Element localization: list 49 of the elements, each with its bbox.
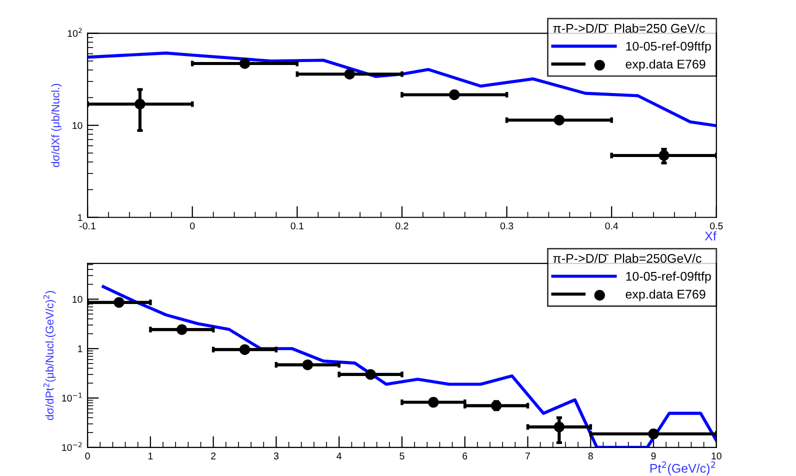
point [365, 369, 376, 380]
x-tick-label: 0.5 [710, 222, 723, 230]
x-tick-label: 6 [462, 452, 468, 460]
x-tick-label: 3 [274, 452, 278, 460]
point [658, 150, 670, 161]
legend-title: π-P->D/D̄ Plab=250 GeV/c [553, 24, 705, 33]
legend-label: 10-05-ref-09ftfp [626, 42, 711, 54]
legend-label: exp.data E769 [626, 59, 706, 72]
line-series [102, 285, 716, 448]
point [449, 89, 460, 100]
point [239, 344, 250, 355]
x-tick-label: 0 [85, 452, 90, 460]
x-tick-label: 2 [211, 452, 216, 460]
x-tick-label: 0.3 [500, 222, 514, 230]
legend-label: exp.data E769 [626, 289, 706, 302]
x-tick-label: 5 [400, 452, 404, 460]
x-tick-label: 9 [651, 452, 656, 460]
x-tick-label: 8 [588, 452, 593, 460]
x-tick-label: 1 [148, 452, 153, 460]
point [554, 422, 565, 432]
point [239, 58, 250, 69]
y-axis-title: dσ/dPt$^{2}$(μb/Nucl.(GeV/c)$^{2}$) [43, 291, 56, 420]
x-tick-label: 7 [526, 452, 530, 460]
point [302, 359, 314, 370]
point [344, 68, 355, 80]
point [134, 98, 146, 110]
x-tick-label: 10 [712, 452, 722, 460]
legend-label: 10-05-ref-09ftfp [626, 272, 711, 284]
legend-title: π-P->D/D̄ Plab=250GeV/c [553, 254, 702, 263]
x-tick-label: -0.1 [80, 222, 96, 230]
point [554, 114, 565, 126]
y-tick-label: 10$^{−2}$ [62, 442, 82, 451]
point [176, 324, 188, 335]
y-tick-label: 1 [78, 345, 82, 352]
y-tick-label: 10 [72, 296, 82, 303]
x-tick-label: 4 [336, 452, 342, 460]
x-axis-title: Pt$^{2}$(GeV/c)$^{2}$ [650, 461, 716, 476]
line-series [88, 52, 716, 128]
x-tick-label: 0.4 [605, 222, 618, 230]
x-tick-label: 0.2 [396, 222, 408, 230]
point [114, 297, 124, 308]
y-tick-label: 10$^{−1}$ [62, 392, 82, 402]
x-tick-label: 0 [190, 222, 195, 230]
y-tick-label: 1 [78, 214, 82, 221]
y-axis-title: dσ/dXf (μb/Nucl.) [51, 84, 62, 168]
x-tick-label: 0.1 [290, 222, 304, 230]
x-axis-title: Xf [704, 231, 716, 240]
y-tick-label: 10$^{2}$ [68, 28, 82, 37]
y-tick-label: 10 [72, 122, 82, 129]
